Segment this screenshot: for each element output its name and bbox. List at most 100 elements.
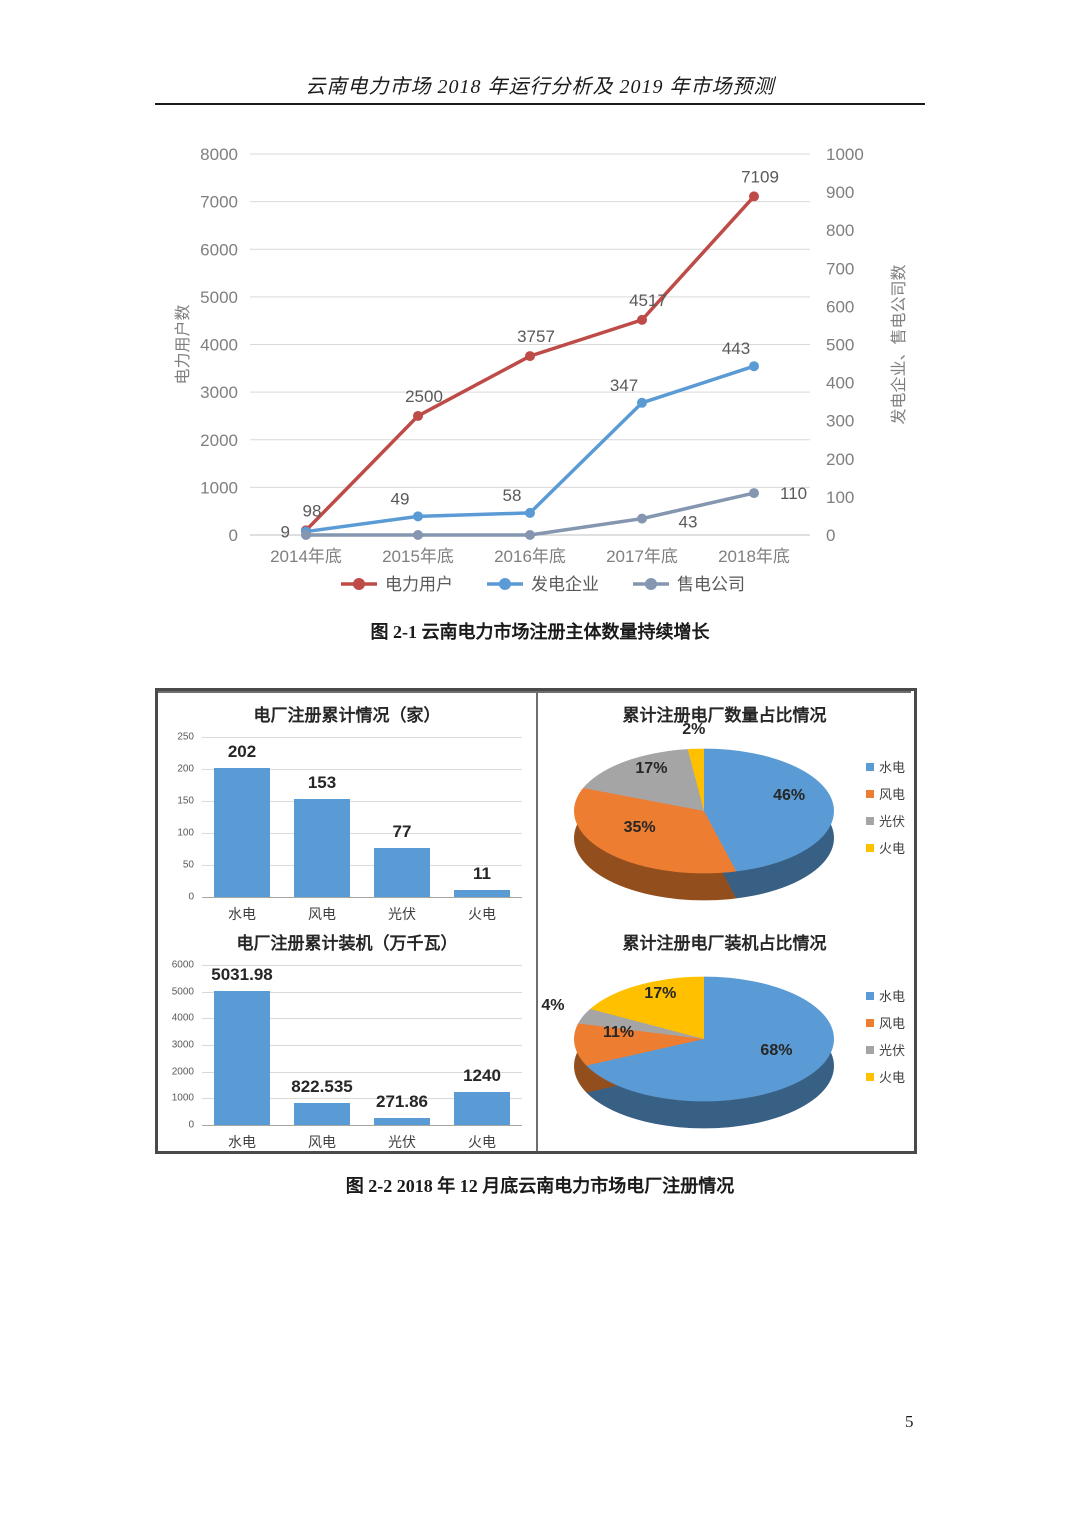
legend-item: 风电: [865, 784, 905, 803]
bar-value-label: 822.535: [291, 1077, 353, 1097]
chart-title: 累计注册电厂装机占比情况: [622, 934, 827, 953]
data-point: [301, 530, 311, 540]
bar-value-label: 11: [473, 863, 491, 883]
category-label: 火电: [468, 906, 496, 921]
category-label: 风电: [308, 906, 336, 921]
data-point: [637, 513, 647, 524]
legend-label: 光伏: [878, 1043, 905, 1058]
left-axis-tick-label: 0: [229, 526, 238, 545]
legend-label: 风电: [878, 787, 905, 802]
data-point: [413, 410, 423, 421]
bar-plot-area: 0 50 100 150 200 250 202 水电 153 风电 77 光伏 11 火电: [177, 732, 522, 921]
pie-3d: [574, 921, 834, 1151]
right-axis-tick-label: 500: [826, 336, 854, 355]
grid-line: [202, 991, 522, 993]
right-axis-tick-label: 100: [826, 488, 854, 507]
data-point: [637, 397, 647, 408]
bar: [374, 1117, 430, 1125]
pie-legend: 水电 风电 光伏 火电: [865, 757, 905, 857]
legend-marker-dot: [645, 578, 657, 590]
grid-line: [202, 1098, 522, 1100]
pie-area: 46% 35% 17% 2% 水电 风电 光伏 火电: [538, 693, 911, 921]
left-axis-tick-label: 3000: [200, 383, 238, 402]
legend-swatch: [865, 991, 874, 1000]
grid-line: [202, 833, 522, 834]
pie-legend: 水电 风电 光伏 火电: [865, 986, 905, 1086]
pie-percentage-label: 68%: [760, 1041, 793, 1059]
data-point: [525, 507, 535, 518]
grid-line: [202, 965, 522, 966]
y-axis-tick-label: 3000: [171, 1039, 194, 1051]
category-label: 水电: [228, 1134, 256, 1150]
bar: [454, 889, 510, 897]
data-label: 3757: [517, 327, 555, 346]
bar-value-label: 77: [392, 821, 412, 841]
pie-percentage-label: 2%: [682, 720, 706, 738]
data-label: 58: [503, 486, 522, 505]
data-label: 7109: [741, 167, 779, 186]
right-axis-tick-label: 800: [826, 221, 854, 240]
y-axis-tick-label: 200: [177, 763, 194, 775]
legend-swatch: [865, 1018, 874, 1027]
bar-value-label: 153: [307, 773, 337, 793]
figure-2-2-panel: 电厂注册累计情况（家） 0 50 100 150 200 250 202 水电 153 风电 77 光…: [155, 688, 917, 1154]
grid-line: [202, 1018, 522, 1020]
right-axis-tick-label: 600: [826, 297, 854, 316]
pie-disc: [574, 976, 834, 1102]
pie-percentage-label: 11%: [603, 1023, 635, 1041]
right-axis-tick-label: 1000: [826, 145, 864, 164]
data-label: 2500: [405, 387, 443, 406]
grid-line: [202, 1045, 522, 1046]
data-point: [637, 314, 647, 325]
data-point: [749, 191, 759, 202]
data-point: [525, 351, 535, 362]
legend-swatch: [865, 1072, 874, 1081]
legend-label: 发电企业: [531, 575, 599, 594]
legend-item: 水电: [865, 757, 905, 776]
y-axis-tick-label: 0: [188, 891, 194, 903]
right-axis-tick-label: 200: [826, 450, 854, 469]
data-point: [413, 530, 423, 540]
pie-percentage-label: 17%: [635, 759, 668, 777]
chart-title: 电厂注册累计情况（家）: [253, 706, 441, 725]
grid-line: [202, 1071, 522, 1073]
y-axis-tick-label: 50: [182, 859, 194, 871]
x-axis-tick-label: 2017年底: [606, 547, 678, 566]
bar-plot-area: 0 1000 2000 3000 4000 5000 6000 5031.98 水电 822.53…: [172, 960, 522, 1150]
pie-percentage-label: 17%: [644, 984, 677, 1002]
right-axis-tick-label: 300: [826, 412, 854, 431]
data-label: 9: [281, 523, 290, 542]
y-axis-tick-label: 1000: [171, 1092, 194, 1104]
x-axis-tick-label: 2014年底: [270, 547, 342, 566]
bar-value-label: 5031.98: [211, 964, 273, 984]
y-axis-tick-label: 250: [177, 731, 194, 743]
legend-label: 水电: [878, 760, 905, 775]
pie-3d: [574, 693, 834, 921]
left-axis-tick-label: 7000: [200, 193, 238, 212]
left-axis-tick-label: 2000: [200, 431, 238, 450]
legend-label: 售电公司: [677, 575, 745, 594]
data-label: 4517: [629, 291, 667, 310]
data-label: 98: [303, 501, 322, 520]
data-point: [525, 530, 535, 540]
y-axis-tick-label: 0: [188, 1119, 194, 1131]
legend-label: 火电: [878, 1070, 905, 1085]
y-axis-tick-label: 2000: [171, 1066, 194, 1078]
pie-chart-capacity-share: 累计注册电厂装机占比情况 68% 11% 4% 17% 水电 风电 光伏 火电: [536, 921, 911, 1151]
category-label: 光伏: [388, 1134, 416, 1150]
figure-2-1-line-chart: 0 1000 2000 3000 4000 5000 6000 7000 8000 0 100 200…: [160, 132, 930, 622]
legend-swatch: [865, 1045, 874, 1054]
grid-line: [202, 769, 522, 770]
right-axis-title: 发电企业、售电公司数: [890, 264, 908, 424]
bar: [214, 990, 270, 1125]
y-axis-tick-label: 6000: [171, 959, 194, 971]
legend-swatch: [865, 789, 874, 798]
chart-title: 电厂注册累计装机（万千瓦）: [236, 934, 458, 953]
line-chart-canvas: 0 1000 2000 3000 4000 5000 6000 7000 8000 0 100 200…: [174, 145, 908, 594]
bar: [294, 799, 350, 897]
pie-percentage-label: 46%: [773, 786, 806, 804]
legend-swatch: [865, 843, 874, 852]
legend-swatch: [865, 762, 874, 771]
grid-line: [202, 737, 522, 738]
